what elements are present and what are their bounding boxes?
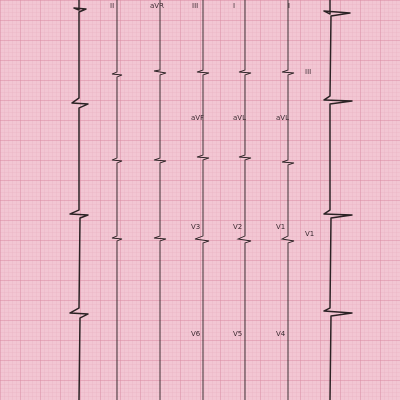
lead-label: II xyxy=(110,2,114,10)
lead-labels: II aVR III I I aVF aVL aVL V3 V2 V1 V6 V… xyxy=(110,2,314,338)
lead-label: V3 xyxy=(191,223,200,231)
lead-label: III xyxy=(305,68,311,76)
lead-label: aVR xyxy=(150,2,164,10)
lead-label: V2 xyxy=(233,223,242,231)
lead-label: V4 xyxy=(276,330,286,338)
lead-label: III xyxy=(192,2,198,10)
lead-label: I xyxy=(288,2,290,10)
lead-label: aVF xyxy=(191,114,204,122)
lead-label: I xyxy=(233,2,235,10)
ecg-lead-columns xyxy=(111,0,295,400)
ecg-trace-left xyxy=(69,0,89,400)
lead-label: V1 xyxy=(276,223,285,231)
lead-label: aVL xyxy=(276,114,289,122)
lead-label: aVL xyxy=(233,114,246,122)
lead-label: V1 xyxy=(305,230,314,238)
lead-label: V5 xyxy=(233,330,242,338)
ecg-trace-right xyxy=(323,0,353,400)
lead-label: V6 xyxy=(191,330,201,338)
